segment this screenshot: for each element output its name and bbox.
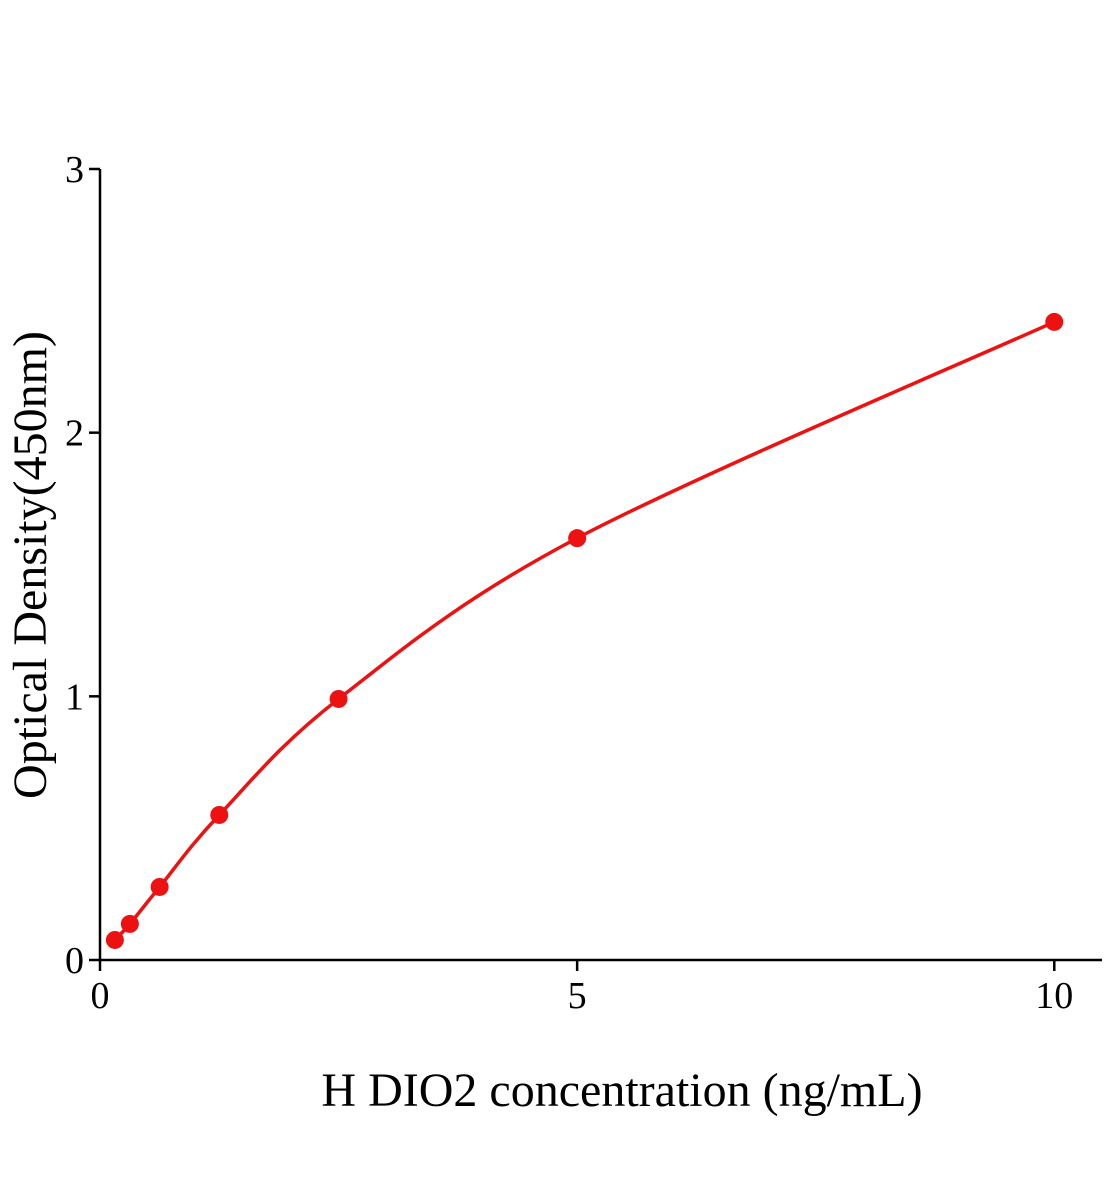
y-tick-label: 3 bbox=[65, 149, 84, 191]
y-tick-label: 1 bbox=[65, 676, 84, 718]
data-point bbox=[105, 930, 124, 949]
data-point bbox=[150, 877, 169, 896]
x-tick-label: 10 bbox=[1035, 975, 1073, 1017]
data-point bbox=[120, 914, 139, 933]
y-tick-label: 2 bbox=[65, 413, 84, 455]
data-point bbox=[210, 805, 229, 824]
data-point bbox=[568, 529, 587, 548]
data-point bbox=[329, 689, 348, 708]
x-axis-title: H DIO2 concentration (ng/mL) bbox=[321, 1064, 922, 1117]
y-axis-title: Optical Density(450nm) bbox=[4, 331, 57, 799]
fit-line bbox=[113, 320, 1056, 942]
data-point bbox=[1045, 312, 1064, 331]
y-tick-label: 0 bbox=[65, 940, 84, 982]
x-tick-label: 5 bbox=[568, 975, 587, 1017]
x-tick-label: 0 bbox=[91, 975, 110, 1017]
